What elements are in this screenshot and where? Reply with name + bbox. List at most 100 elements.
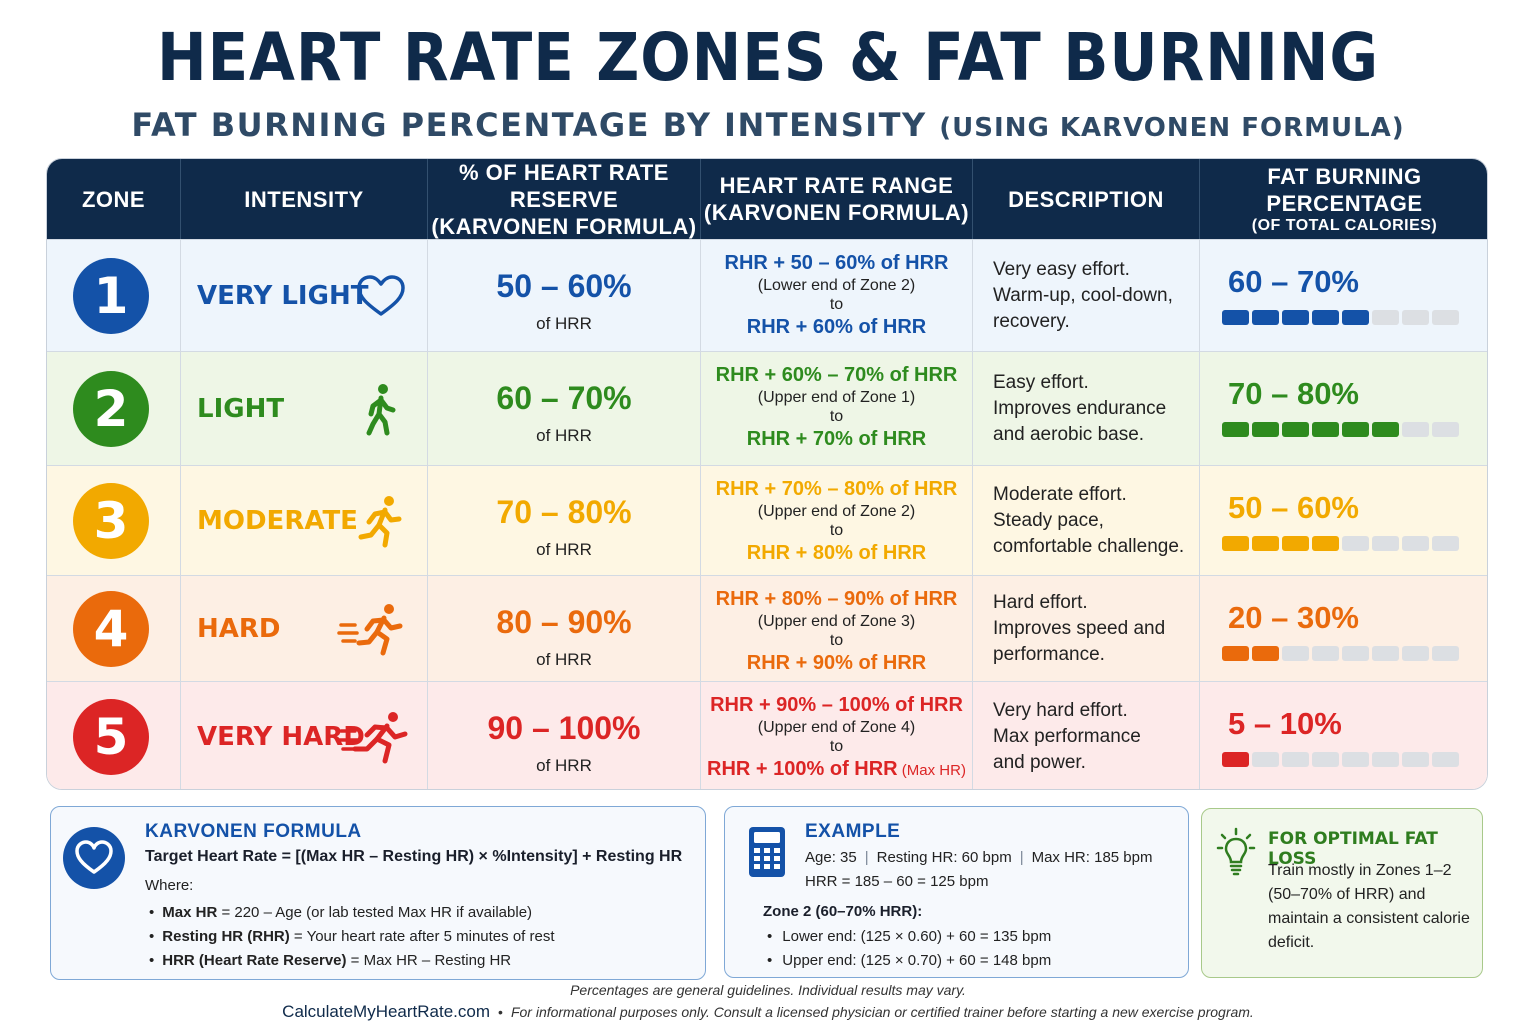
bar-segment bbox=[1432, 536, 1459, 551]
range-cell: RHR + 60% – 70% of HRR (Upper end of Zone… bbox=[701, 352, 973, 465]
intensity-label: LIGHT bbox=[197, 393, 285, 424]
description-line: comfortable challenge. bbox=[993, 535, 1185, 557]
description-line: Improves speed and bbox=[993, 617, 1166, 639]
separator: • bbox=[498, 1004, 503, 1020]
range-top: RHR + 50 – 60% of HRR bbox=[724, 252, 949, 274]
heart-outline-icon bbox=[353, 268, 409, 324]
separator: | bbox=[864, 849, 869, 866]
header-range-line1: HEART RATE RANGE bbox=[719, 173, 954, 198]
intensity-cell: LIGHT bbox=[181, 352, 428, 465]
bar-segment bbox=[1342, 646, 1369, 661]
zone-description: Easy effort. Improves endurance and aerobi… bbox=[993, 370, 1166, 448]
zone-cell: 2 bbox=[47, 352, 181, 465]
heart-rate-range: RHR + 90% – 100% of HRR (Upper end of Zon… bbox=[701, 682, 972, 784]
hrr-cell: 90 – 100% of HRR bbox=[428, 682, 701, 789]
example-max-hr: Max HR: 185 bpm bbox=[1031, 849, 1153, 866]
bar-segment bbox=[1282, 310, 1309, 325]
hrr-percentage: 50 – 60% bbox=[496, 268, 632, 304]
description-cell: Moderate effort. Steady pace, comfortable … bbox=[973, 466, 1200, 575]
bar-segment bbox=[1282, 536, 1309, 551]
list-item: HRR (Heart Rate Reserve) = Max HR – Rest… bbox=[145, 949, 555, 973]
fat-burning-percentage: 70 – 80% bbox=[1228, 376, 1359, 411]
range-to: to bbox=[829, 408, 844, 425]
range-top: RHR + 90% – 100% of HRR bbox=[710, 694, 963, 716]
range-cell: RHR + 50 – 60% of HRR (Lower end of Zone … bbox=[701, 240, 973, 351]
header-fat: FAT BURNING PERCENTAGE (OF TOTAL CALORIE… bbox=[1200, 159, 1487, 239]
bar-segment bbox=[1432, 752, 1459, 767]
description-cell: Easy effort. Improves endurance and aerobi… bbox=[973, 352, 1200, 465]
subtitle-paren: (USING KARVONEN FORMULA) bbox=[939, 113, 1405, 143]
karvonen-title: KARVONEN FORMULA bbox=[145, 821, 362, 842]
karvonen-where: Where: bbox=[145, 877, 194, 894]
karvonen-formula-box: KARVONEN FORMULA Target Heart Rate = [(M… bbox=[50, 806, 706, 980]
bar-segment bbox=[1432, 422, 1459, 437]
jogging-person-icon bbox=[353, 493, 409, 549]
range-bottom-value: RHR + 80% of HRR bbox=[746, 542, 927, 564]
hrr-cell: 70 – 80% of HRR bbox=[428, 466, 701, 575]
bar-segment bbox=[1252, 646, 1279, 661]
zone-number-badge: 4 bbox=[73, 590, 149, 667]
header-zone-label: ZONE bbox=[81, 186, 146, 212]
description-line: Moderate effort. bbox=[993, 483, 1127, 505]
karvonen-definitions: Max HR = 220 – Age (or lab tested Max HR… bbox=[145, 901, 555, 973]
description-line: performance. bbox=[993, 643, 1105, 665]
description-line: Easy effort. bbox=[993, 371, 1089, 393]
fat-burning-percentage: 60 – 70% bbox=[1228, 264, 1359, 299]
hrr-unit: of HRR bbox=[536, 650, 592, 669]
description-cell: Very hard effort. Max performance and powe… bbox=[973, 682, 1200, 789]
hrr-percentage: 90 – 100% bbox=[487, 710, 641, 746]
zone-cell: 3 bbox=[47, 466, 181, 575]
range-top: RHR + 70% – 80% of HRR bbox=[715, 478, 958, 500]
list-item: Max HR = 220 – Age (or lab tested Max HR… bbox=[145, 901, 555, 925]
hrr-unit: of HRR bbox=[536, 540, 592, 559]
header-range: HEART RATE RANGE (KARVONEN FORMULA) bbox=[701, 159, 973, 239]
description-line: and power. bbox=[993, 751, 1086, 773]
bar-segment bbox=[1312, 752, 1339, 767]
bar-segment bbox=[1372, 646, 1399, 661]
bar-segment bbox=[1312, 536, 1339, 551]
example-zone-label: Zone 2 (60–70% HRR): bbox=[763, 903, 923, 920]
fat-burning-cell: 20 – 30% bbox=[1200, 576, 1487, 681]
running-person-icon bbox=[337, 601, 409, 657]
range-note: (Upper end of Zone 3) bbox=[757, 613, 916, 630]
intensity-cell: VERY HARD bbox=[181, 682, 428, 789]
range-cell: RHR + 80% – 90% of HRR (Upper end of Zone… bbox=[701, 576, 973, 681]
table-row: 5 VERY HARD 90 – 100% of HRR RHR + 90% – 100… bbox=[47, 681, 1487, 789]
table-row: 1 VERY LIGHT 50 – 60% of HRR RHR + 50 – 60% … bbox=[47, 239, 1487, 351]
separator: | bbox=[1019, 849, 1024, 866]
bar-segment bbox=[1222, 536, 1249, 551]
bar-segment bbox=[1222, 752, 1249, 767]
subtitle-main: FAT BURNING PERCENTAGE BY INTENSITY bbox=[131, 106, 927, 144]
hrr-percentage: 60 – 70% bbox=[496, 380, 632, 416]
range-bottom-value: RHR + 70% of HRR bbox=[746, 428, 927, 450]
karvonen-formula: Target Heart Rate = [(Max HR – Resting H… bbox=[145, 848, 683, 865]
fat-burning-cell: 50 – 60% bbox=[1200, 466, 1487, 575]
range-cell: RHR + 70% – 80% of HRR (Upper end of Zone… bbox=[701, 466, 973, 575]
range-to: to bbox=[829, 632, 844, 649]
intensity-label: MODERATE bbox=[197, 505, 358, 536]
header-description: DESCRIPTION bbox=[973, 159, 1200, 239]
fat-burning-bar bbox=[1222, 422, 1459, 437]
bar-segment bbox=[1312, 310, 1339, 325]
bar-segment bbox=[1342, 422, 1369, 437]
header-intensity-label: INTENSITY bbox=[244, 186, 364, 212]
bar-segment bbox=[1372, 752, 1399, 767]
range-bottom: RHR + 60% of HRR bbox=[701, 314, 972, 340]
bar-segment bbox=[1282, 646, 1309, 661]
bar-segment bbox=[1312, 422, 1339, 437]
description-line: Improves endurance bbox=[993, 397, 1167, 419]
bar-segment bbox=[1402, 422, 1429, 437]
zone-description: Very hard effort. Max performance and powe… bbox=[993, 698, 1141, 776]
page-subtitle: FAT BURNING PERCENTAGE BY INTENSITY (USI… bbox=[0, 104, 1536, 149]
header-hrr-line1: % OF HEART RATE RESERVE bbox=[459, 159, 669, 212]
zone-number-badge: 1 bbox=[73, 257, 149, 334]
lightbulb-icon bbox=[1216, 825, 1256, 879]
bar-segment bbox=[1312, 646, 1339, 661]
definition-text: = Max HR – Resting HR bbox=[346, 952, 512, 969]
page-title: HEART RATE ZONES & FAT BURNING bbox=[156, 19, 1380, 96]
definition-term: Resting HR (RHR) bbox=[162, 928, 290, 945]
range-bottom-value: RHR + 60% of HRR bbox=[746, 316, 927, 338]
heart-rate-range: RHR + 50 – 60% of HRR (Lower end of Zone … bbox=[701, 240, 972, 340]
intensity-cell: VERY LIGHT bbox=[181, 240, 428, 351]
header-range-line2: (KARVONEN FORMULA) bbox=[703, 200, 970, 225]
